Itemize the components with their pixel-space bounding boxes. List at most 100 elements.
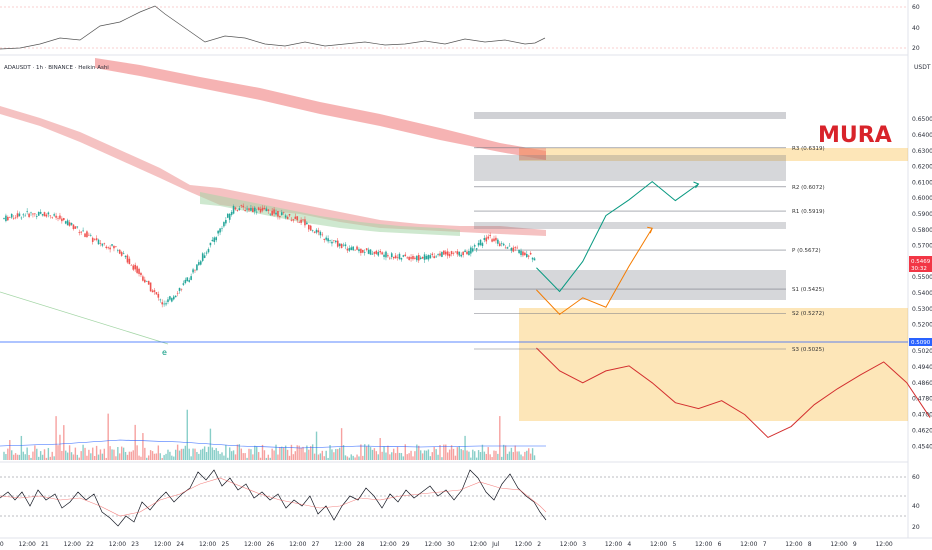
candle-body (76, 226, 79, 228)
volume-bar (200, 449, 202, 460)
candle-body (147, 280, 150, 285)
volume-bar (259, 457, 262, 460)
volume-bar (76, 454, 79, 460)
volume-bar (198, 453, 200, 460)
volume-bar (101, 453, 104, 460)
candle-body (489, 235, 491, 236)
volume-bar (279, 447, 281, 460)
price-tick-label: 0.6500 (912, 116, 932, 123)
volume-bar (275, 444, 277, 460)
volume-bar (412, 456, 414, 460)
candle-body (167, 299, 169, 302)
reference-price-tag: 0.5090 (909, 338, 932, 346)
candle-body (290, 219, 293, 221)
volume-bar (65, 450, 67, 460)
candle-body (115, 246, 117, 247)
candle-body (367, 249, 370, 254)
volume-bar (333, 452, 335, 460)
volume-bar (406, 454, 408, 460)
projection-line (536, 347, 931, 439)
candle-body (450, 251, 453, 255)
volume-bar (311, 444, 314, 460)
candle-body (263, 208, 266, 209)
candle-body (475, 248, 478, 250)
candle-body (66, 220, 69, 226)
candle-body (394, 255, 397, 259)
candle-body (130, 264, 133, 266)
time-axis-label: 7 (763, 541, 767, 548)
candle-body (329, 240, 331, 241)
volume-bar (495, 450, 497, 460)
time-axis-label: 22 (86, 541, 94, 548)
volume-bar (456, 447, 459, 460)
candle-body (105, 246, 108, 248)
volume-bar (337, 449, 339, 460)
candle-body (192, 269, 194, 273)
volume-bar (250, 449, 252, 460)
volume-bar (431, 452, 433, 460)
volume-bar (59, 434, 61, 460)
volume-bar (223, 455, 225, 460)
volume-bar (425, 450, 428, 460)
volume-bar (485, 453, 487, 460)
candle-body (240, 205, 243, 206)
time-axis-label: 6 (718, 541, 722, 548)
top-oscillator-line (0, 5, 546, 50)
volume-bar (418, 445, 420, 460)
event-marker-e[interactable]: e (162, 348, 167, 357)
time-axis-label: 28 (357, 541, 365, 548)
candle-body (313, 231, 316, 233)
candle-body (468, 250, 470, 256)
volume-bar (529, 453, 532, 460)
candle-body (5, 215, 7, 222)
price-tick-label: 0.5900 (912, 211, 932, 218)
volume-bar (443, 444, 445, 460)
volume-bar (190, 456, 192, 460)
volume-bar (402, 456, 405, 460)
rsi-tick-20: 20 (912, 524, 920, 531)
volume-bar (445, 444, 447, 460)
volume-bar (433, 446, 435, 460)
price-tick-label: 0.4540 (912, 443, 932, 450)
volume-bar (24, 454, 26, 460)
time-axis-label: 26 (267, 541, 275, 548)
volume-bar (205, 451, 208, 460)
candle-body (178, 287, 181, 291)
candle-body (412, 256, 414, 260)
diagonal-trend-line (0, 291, 169, 345)
candle-body (101, 243, 104, 246)
volume-bar (441, 457, 443, 460)
volume-bar (414, 451, 416, 460)
volume-bar (105, 457, 107, 460)
volume-bar (327, 457, 329, 460)
pivot-level-label: R3 (0.6319) (792, 146, 825, 152)
candle-body (335, 240, 337, 243)
volume-bar (477, 450, 480, 460)
candle-body (37, 211, 40, 216)
price-tick-label: 0.5800 (912, 227, 932, 234)
candle-body (109, 247, 111, 250)
volume-bar (472, 449, 474, 460)
candle-body (16, 213, 19, 218)
zone-group (474, 112, 908, 421)
volume-bar (385, 452, 387, 460)
price-tick-label: 0.5400 (912, 290, 932, 297)
volume-bar (481, 444, 484, 460)
volume-bar (219, 453, 221, 460)
volume-bar (252, 454, 254, 460)
volume-bar (122, 447, 125, 460)
candle-body (63, 218, 65, 220)
volume-bar (213, 450, 215, 460)
volume-bar (528, 448, 530, 460)
r3-zone (474, 112, 786, 119)
price-tick-label: 0.5500 (912, 274, 932, 281)
candle-body (373, 251, 376, 254)
candle-body (20, 217, 23, 219)
candle-body (68, 222, 71, 226)
volume-bar (387, 445, 389, 460)
volume-bar (340, 428, 343, 460)
candle-body (97, 239, 100, 245)
candle-body (176, 292, 179, 294)
candle-body (404, 254, 407, 257)
